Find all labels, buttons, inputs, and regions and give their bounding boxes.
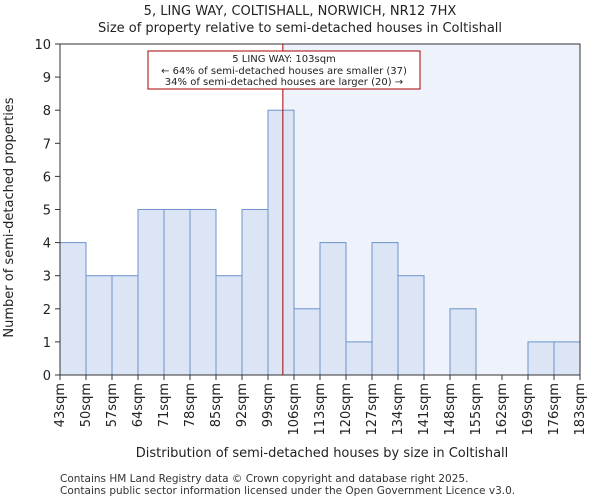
- x-tick-label: 85sqm: [209, 383, 224, 427]
- bar: [241, 209, 269, 376]
- bar: [397, 275, 425, 376]
- x-tick-label: 71sqm: [157, 383, 172, 427]
- bar: [111, 275, 139, 376]
- y-tick-label: 7: [43, 137, 51, 152]
- y-tick-label: 4: [43, 237, 51, 252]
- annotation-line-2: ← 64% of semi-detached houses are smalle…: [161, 66, 407, 77]
- y-tick-label: 9: [43, 71, 51, 86]
- x-tick-label: 176sqm: [547, 383, 562, 436]
- bar: [163, 209, 191, 376]
- x-tick-label: 155sqm: [469, 383, 484, 436]
- x-tick-label: 106sqm: [287, 383, 302, 436]
- bar: [85, 275, 113, 376]
- x-tick-label: 141sqm: [417, 383, 432, 436]
- annotation-line-3: 34% of semi-detached houses are larger (…: [165, 77, 403, 88]
- bar: [345, 341, 373, 376]
- annotation-box: 5 LING WAY: 103sqm ← 64% of semi-detache…: [147, 50, 421, 90]
- chart-subtitle: Size of property relative to semi-detach…: [97, 21, 503, 36]
- y-tick-label: 10: [34, 38, 51, 53]
- x-tick-label: 43sqm: [53, 383, 68, 427]
- y-tick-label: 2: [43, 303, 51, 318]
- chart-svg: 0 1 2 3 4 5 6 7 8 9 10 43sqm 50sqm 57sqm 64sqm 71sqm 78s…: [2, 38, 588, 461]
- annotation-line-1: 5 LING WAY: 103sqm: [232, 54, 336, 65]
- bar: [215, 275, 243, 376]
- footer: Contains HM Land Registry data © Crown c…: [60, 473, 515, 497]
- x-tick-label: 148sqm: [443, 383, 458, 436]
- x-tick-label: 113sqm: [313, 383, 328, 436]
- x-tick-label: 183sqm: [573, 383, 588, 436]
- bar: [59, 242, 87, 376]
- x-tick-label: 92sqm: [235, 383, 250, 427]
- x-tick-label: 162sqm: [495, 383, 510, 436]
- x-tick-label: 169sqm: [521, 383, 536, 436]
- x-tick-label: 127sqm: [365, 383, 380, 436]
- x-tick-label: 50sqm: [79, 383, 94, 427]
- bar: [319, 242, 347, 376]
- bar: [189, 209, 217, 376]
- bar: [267, 109, 295, 376]
- x-axis-label: Distribution of semi-detached houses by …: [136, 446, 509, 461]
- bar: [371, 242, 399, 376]
- bar: [553, 341, 581, 376]
- x-tick-label: 120sqm: [339, 383, 354, 436]
- x-tick-label: 78sqm: [183, 383, 198, 427]
- x-tick-label: 57sqm: [105, 383, 120, 427]
- y-tick-label: 8: [43, 104, 51, 119]
- x-tick-label: 64sqm: [131, 383, 146, 427]
- x-tick-label: 99sqm: [261, 383, 276, 427]
- x-tick-label: 134sqm: [391, 383, 406, 436]
- footer-line-1: Contains HM Land Registry data © Crown c…: [60, 473, 469, 485]
- y-tick-label: 1: [43, 336, 51, 351]
- y-tick-label: 3: [43, 270, 51, 285]
- y-tick-label: 5: [43, 204, 51, 219]
- bar: [449, 308, 477, 376]
- y-tick-label: 0: [43, 369, 51, 384]
- bar: [527, 341, 555, 376]
- chart-title: 5, LING WAY, COLTISHALL, NORWICH, NR12 7…: [143, 4, 457, 19]
- y-tick-label: 6: [43, 170, 51, 185]
- y-axis-label: Number of semi-detached properties: [2, 97, 17, 337]
- bar: [137, 209, 165, 376]
- bar: [293, 308, 321, 376]
- footer-line-2: Contains public sector information licen…: [60, 485, 516, 497]
